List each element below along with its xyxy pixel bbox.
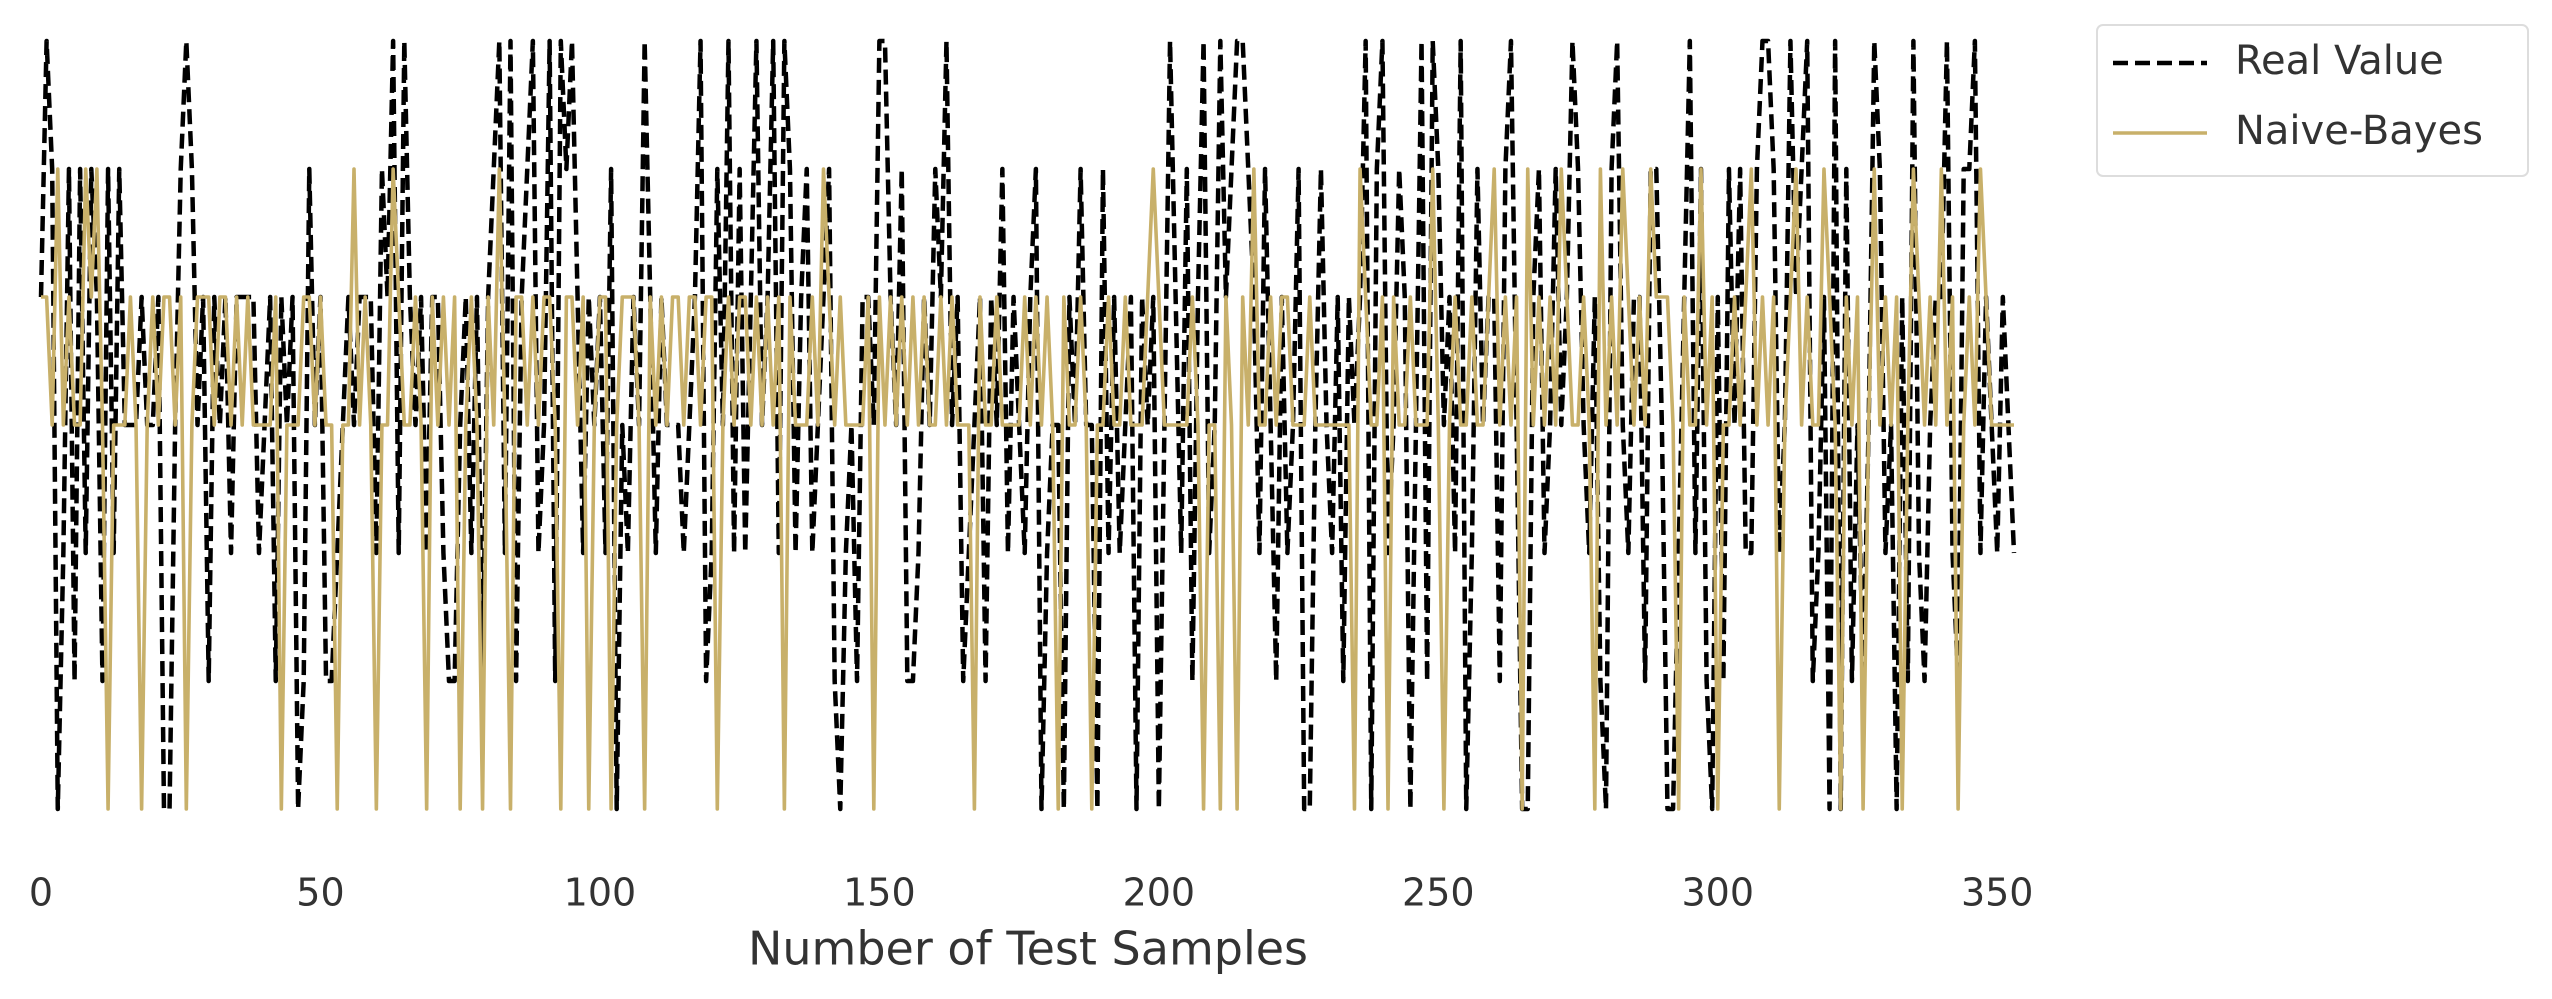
series-line — [41, 167, 2014, 811]
x-tick-label: 100 — [564, 871, 637, 915]
legend-label: Real Value — [2235, 38, 2444, 84]
legend-label: Naive-Bayes — [2235, 108, 2483, 154]
x-tick-label: 300 — [1682, 871, 1755, 915]
x-tick-label: 0 — [29, 871, 53, 915]
series-line — [38, 38, 2017, 812]
x-axis-label: Number of Test Samples — [748, 922, 1308, 976]
x-tick-label: 250 — [1402, 871, 1475, 915]
x-tick-label: 150 — [843, 871, 916, 915]
x-tick-label: 200 — [1123, 871, 1196, 915]
x-tick-label: 350 — [1961, 871, 2034, 915]
x-tick-label: 50 — [296, 871, 344, 915]
